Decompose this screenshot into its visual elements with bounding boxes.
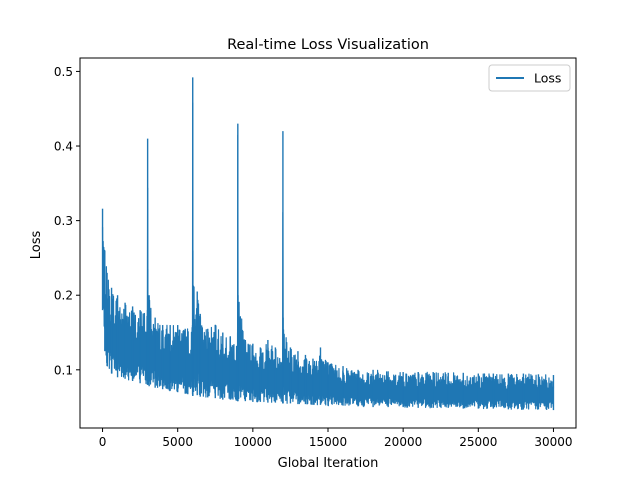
y-tick-label: 0.3 [54, 214, 73, 228]
y-tick-label: 0.4 [54, 140, 73, 154]
y-tick-label: 0.2 [54, 289, 73, 303]
x-tick-label: 20000 [384, 435, 422, 449]
x-axis: 0 5000 10000 15000 20000 25000 30000 [99, 428, 573, 449]
chart-title: Real-time Loss Visualization [227, 37, 429, 53]
x-tick-label: 15000 [309, 435, 347, 449]
y-tick-label: 0.5 [54, 65, 73, 79]
y-axis-label: Loss [29, 231, 44, 260]
x-tick-label: 5000 [162, 435, 193, 449]
x-tick-label: 0 [99, 435, 107, 449]
x-axis-label: Global Iteration [278, 456, 379, 471]
x-tick-label: 30000 [534, 435, 572, 449]
plot-area [101, 77, 555, 411]
legend-label-loss: Loss [534, 71, 561, 86]
x-tick-label: 25000 [459, 435, 497, 449]
y-axis: 0.1 0.2 0.3 0.4 0.5 [54, 65, 80, 377]
legend: Loss [488, 64, 571, 92]
legend-box [488, 64, 571, 92]
y-tick-label: 0.1 [54, 363, 73, 377]
axes-frame [79, 57, 577, 429]
x-tick-label: 10000 [234, 435, 272, 449]
